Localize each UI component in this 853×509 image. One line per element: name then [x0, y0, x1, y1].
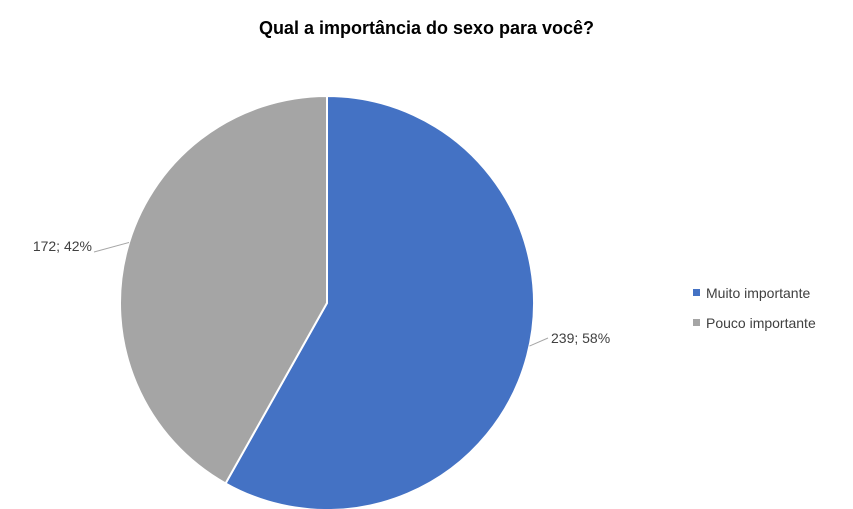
legend-swatch-1 [693, 289, 700, 296]
leader-line-2 [93, 241, 130, 253]
data-label-1: 239; 58% [551, 330, 610, 346]
legend-label-1: Muito importante [706, 285, 810, 301]
pie-slice-1 [224, 94, 535, 509]
leader-line-1 [529, 337, 549, 347]
legend-item-2: Pouco importante [693, 315, 816, 331]
pie-slice-2 [119, 94, 328, 485]
legend-item-1: Muito importante [693, 285, 810, 301]
data-label-2: 172; 42% [33, 238, 92, 254]
chart-title: Qual a importância do sexo para você? [258, 18, 595, 38]
legend-label-2: Pouco importante [706, 315, 816, 331]
legend-swatch-2 [693, 319, 700, 326]
